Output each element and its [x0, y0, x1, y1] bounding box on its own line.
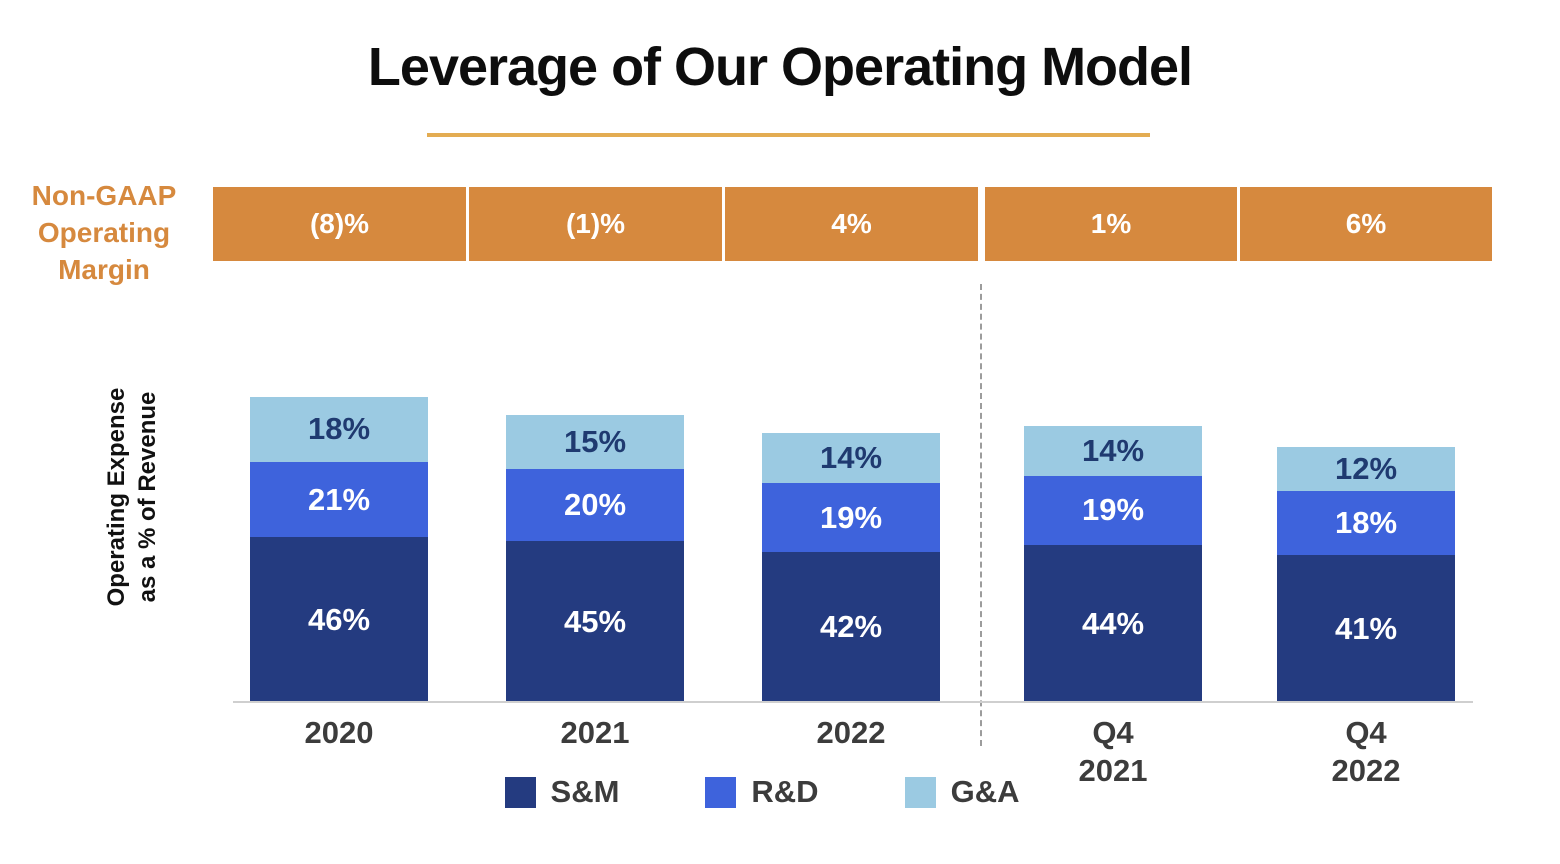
margin-band-quarterly: 1% 6%	[985, 187, 1492, 261]
x-axis-tick-label: 2020	[304, 715, 374, 750]
page-title: Leverage of Our Operating Model	[367, 37, 1193, 97]
legend-swatch-icon	[904, 776, 936, 808]
legend-item: G&A	[904, 774, 1020, 810]
bar-segment-rd: 20%	[506, 469, 684, 541]
bar-segment-sm: 45%	[506, 541, 684, 703]
bar-segment-sm: 42%	[762, 551, 940, 703]
bar-segment-rd: 21%	[250, 461, 428, 538]
margin-band-value: 4%	[725, 187, 978, 261]
bar-segment-ga: 12%	[1277, 447, 1455, 491]
legend-item: R&D	[705, 774, 819, 810]
x-axis-tick-label: Q4 2022	[1331, 715, 1401, 788]
margin-band-value: 1%	[985, 187, 1237, 261]
y-axis-label: Operating Expense as a % of Revenue	[103, 387, 161, 607]
margin-band-label: Non-GAAP Operating Margin	[31, 180, 177, 285]
bar-segment-rd: 19%	[1024, 476, 1202, 545]
legend-swatch-icon	[705, 776, 737, 808]
bar-segment-rd: 18%	[1277, 490, 1455, 556]
stacked-bar: 14% 19% 42%	[762, 433, 940, 703]
stacked-bar: 18% 21% 46%	[250, 397, 428, 703]
legend-swatch-icon	[504, 776, 536, 808]
bar-segment-sm: 44%	[1024, 544, 1202, 703]
bar-segment-ga: 18%	[250, 397, 428, 462]
bar-segment-ga: 14%	[762, 433, 940, 484]
legend-label: S&M	[550, 774, 620, 809]
bar-segment-ga: 15%	[506, 415, 684, 469]
x-axis-tick-label: 2022	[816, 715, 886, 750]
stacked-bar: 14% 19% 44%	[1024, 425, 1202, 703]
stacked-bar: 12% 18% 41%	[1277, 447, 1455, 703]
x-axis-line	[233, 701, 1473, 703]
legend-label: R&D	[751, 774, 819, 809]
stacked-bar: 15% 20% 45%	[506, 415, 684, 703]
margin-band-value: (8)%	[213, 187, 466, 261]
bar-segment-ga: 14%	[1024, 425, 1202, 477]
title-underline	[427, 133, 1150, 137]
margin-band-annual: (8)% (1)% 4%	[213, 187, 978, 261]
x-axis-tick-label: 2021	[560, 715, 630, 750]
bar-segment-rd: 19%	[762, 483, 940, 552]
bar-segment-sm: 41%	[1277, 555, 1455, 703]
margin-band-value: 6%	[1240, 187, 1492, 261]
annual-quarterly-divider	[980, 284, 982, 746]
margin-band-value: (1)%	[469, 187, 722, 261]
legend: S&M R&D G&A	[0, 774, 1524, 810]
x-axis-tick-label: Q4 2021	[1078, 715, 1148, 788]
legend-label: G&A	[950, 774, 1020, 809]
legend-item: S&M	[504, 774, 620, 810]
bar-segment-sm: 46%	[250, 537, 428, 703]
